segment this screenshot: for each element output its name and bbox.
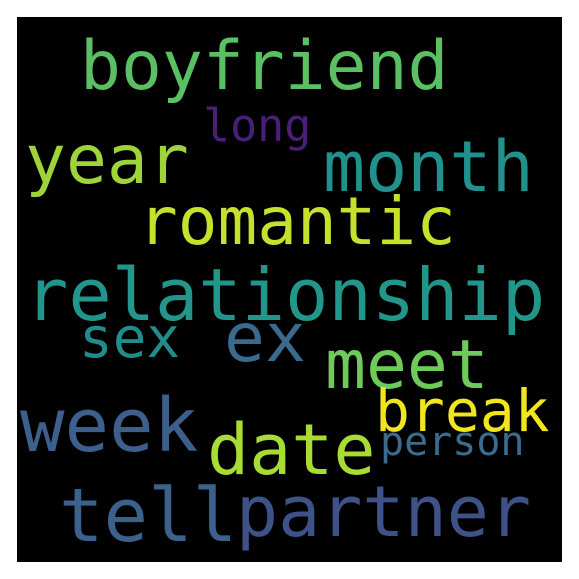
- word-romantic: romantic: [138, 183, 456, 260]
- word-cloud: boyfriend long year month romantic relat…: [17, 17, 562, 562]
- word-date: date: [207, 409, 376, 491]
- word-tell: tell: [59, 473, 238, 559]
- word-sex: sex: [79, 306, 181, 371]
- word-relationship: relationship: [25, 253, 546, 337]
- word-break: break: [375, 377, 550, 445]
- word-meet: meet: [325, 326, 489, 405]
- word-ex: ex: [224, 299, 306, 378]
- word-boyfriend: boyfriend: [80, 27, 449, 106]
- word-person: person: [380, 419, 525, 465]
- word-year: year: [25, 121, 189, 200]
- word-month: month: [323, 126, 534, 208]
- word-week: week: [20, 383, 199, 469]
- word-long: long: [203, 99, 312, 152]
- word-partner: partner: [236, 471, 532, 553]
